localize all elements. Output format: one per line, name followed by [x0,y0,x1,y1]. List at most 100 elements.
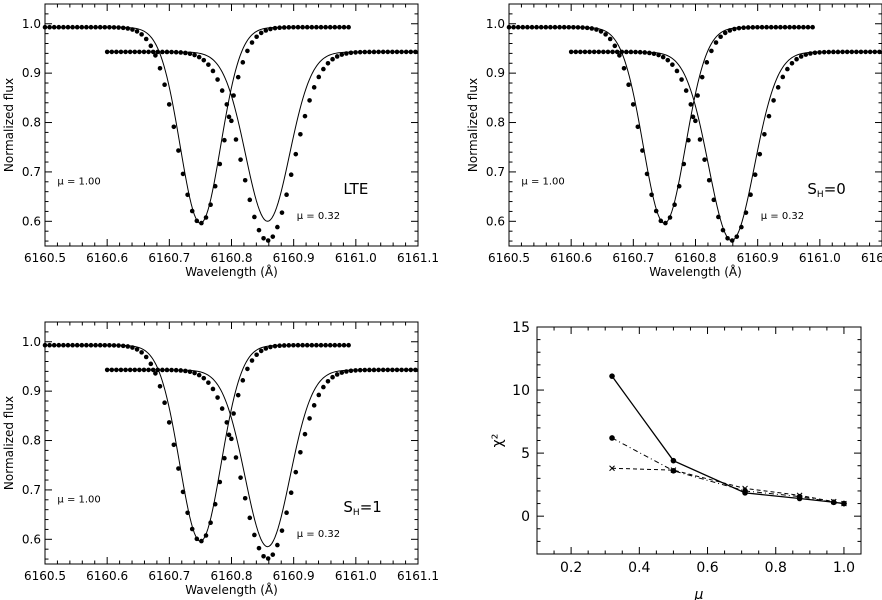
model-line-mu-1 [45,26,350,224]
plot-frame [508,3,882,247]
panel-spectrum-sh0: 6160.5 6160.6 6160.7 6160.8 6160.9 6161.0 6161… [466,3,882,279]
x-tick-label: 6161.1 [861,251,882,265]
x-tick-label: 0.6 [696,560,718,576]
observed-point [219,88,225,93]
observed-point [224,420,230,425]
observed-point [219,406,225,411]
observed-point [240,60,246,65]
observed-point [339,52,345,57]
observed-point [718,34,723,40]
observed-point [699,74,705,80]
observed-point [242,177,248,183]
observed-point [215,77,220,82]
model-line-mu-1 [45,344,350,542]
observed-point [240,378,246,383]
observed-point [272,25,278,31]
y-tick-label: 0.7 [486,165,505,179]
x-tick-label: 6160.5 [24,251,66,265]
chi2-line-solid [611,375,845,505]
observed-point [757,151,763,157]
observed-point [231,93,236,98]
observed-point [330,56,335,62]
x-tick-label: 6161.0 [335,569,377,583]
observed-point [693,118,698,124]
y-tick-label: 0.9 [22,384,41,398]
y-tick-label: 0.8 [22,116,41,130]
observed-point [325,378,331,384]
observed-point [254,352,259,358]
annotation-mu-1: μ = 1.00 [57,494,100,505]
observed-point [302,431,308,437]
observed-point [143,354,149,360]
observed-point [348,368,354,374]
model-line-mu-0.32 [107,369,418,548]
y-axis-label: Normalized flux [466,78,480,172]
observed-point [235,74,241,80]
x-tick-label: 6160.5 [24,569,66,583]
observed-point [334,372,340,377]
x-axis-label: Wavelength (Å) [649,264,742,279]
model-line-mu-0.32 [107,51,418,222]
observed-point [706,177,712,183]
observed-point [656,52,661,58]
y-tick-label: 1.0 [22,335,41,349]
x-tick-label: 0.2 [560,560,582,576]
observed-point [252,532,257,538]
annotation-mu-1: μ = 1.00 [57,176,100,187]
observed-point [690,114,696,120]
observed-point [252,214,257,220]
observed-point [196,54,202,60]
observed-point [134,29,140,34]
observed-point [762,131,767,137]
y-tick-label: 1.0 [22,17,41,31]
observed-point [247,515,253,521]
observed-point [183,368,188,374]
observed-point [589,26,595,31]
observed-point [695,93,700,98]
observed-point [635,124,641,130]
observed-point [665,57,671,63]
panel-spectrum-sh1: 6160.5 6160.6 6160.7 6160.8 6160.9 6161.0 6161… [2,321,439,597]
observed-point [311,85,317,90]
observed-point [210,386,216,392]
annotation-mu-032: μ = 0.32 [761,211,804,222]
observed-point [272,343,278,349]
observed-point [157,66,163,71]
observed-point [153,53,158,58]
observed-point [284,510,289,516]
observed-point [334,54,340,59]
observed-point [298,131,303,137]
observed-point [183,50,188,56]
observed-point [704,60,710,65]
observed-point [316,74,322,80]
chi2-line-dashed [612,467,845,505]
observed-point [284,192,289,198]
observed-point [166,420,172,425]
chi2-point [670,457,677,464]
chi2-cross-point [742,485,748,492]
y-tick-label: 0 [521,509,530,525]
chi2-cross-point [796,492,803,499]
y-tick-label: 0.9 [22,66,41,80]
observed-point [210,68,216,74]
observed-point [229,436,234,442]
panel-label-s: S [807,180,817,198]
panel-label-value: =0 [824,180,846,198]
y-tick-label: 15 [512,320,530,336]
observed-point [242,495,248,501]
observed-point [621,66,627,71]
observed-point [265,556,271,561]
observed-point [307,98,312,103]
observed-point [192,370,197,376]
observed-point [238,475,243,480]
y-tick-label: 0.6 [486,214,505,228]
observed-point [134,347,140,352]
observed-point [231,411,236,416]
x-tick-label: 6160.7 [148,569,190,583]
observed-point [215,395,220,400]
observed-point [258,30,264,36]
observed-point [148,361,154,367]
observed-point [256,545,262,551]
observed-point [270,234,276,239]
observed-point [626,82,631,87]
